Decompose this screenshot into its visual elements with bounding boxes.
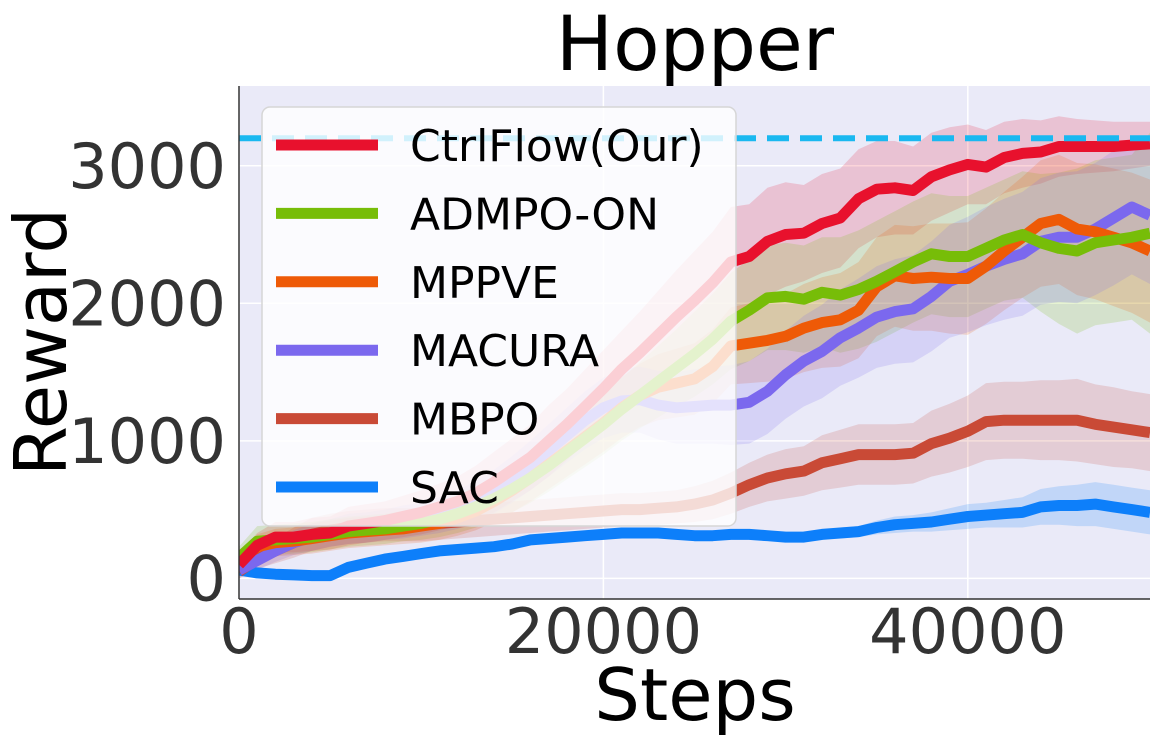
y-axis-title: Reward — [0, 208, 83, 476]
axes — [238, 86, 1150, 600]
x-axis-title: Steps — [594, 653, 795, 737]
legend-label-admpo-on: ADMPO-ON — [410, 189, 659, 240]
x-tick-label: 40000 — [869, 595, 1066, 668]
x-tick-label: 20000 — [505, 595, 702, 668]
x-tick-labels: 0 20000 40000 — [219, 595, 1066, 668]
line-sac — [239, 498, 1150, 582]
legend-label-mppve: MPPVE — [410, 258, 559, 309]
chart-title: Hopper — [556, 0, 835, 88]
band-sac — [239, 482, 1150, 579]
legend-label-macura: MACURA — [410, 326, 599, 377]
x-tick-label: 0 — [219, 595, 258, 668]
band-macura — [239, 139, 1150, 579]
legend-box — [261, 106, 737, 527]
legend-label-mbpo: MBPO — [410, 395, 539, 446]
y-tick-label: 1000 — [68, 405, 226, 478]
legend: CtrlFlow(Our) ADMPO-ON MPPVE MACURA MBPO SAC — [261, 106, 737, 527]
y-tick-label: 3000 — [68, 130, 226, 203]
band-mbpo — [239, 378, 1150, 579]
legend-label-sac: SAC — [410, 463, 499, 514]
y-tick-labels: 0 1000 2000 3000 — [68, 130, 226, 616]
y-tick-label: 0 — [187, 542, 226, 615]
legend-label-ctrlflow-our-: CtrlFlow(Our) — [410, 121, 704, 172]
y-tick-label: 2000 — [68, 267, 226, 340]
